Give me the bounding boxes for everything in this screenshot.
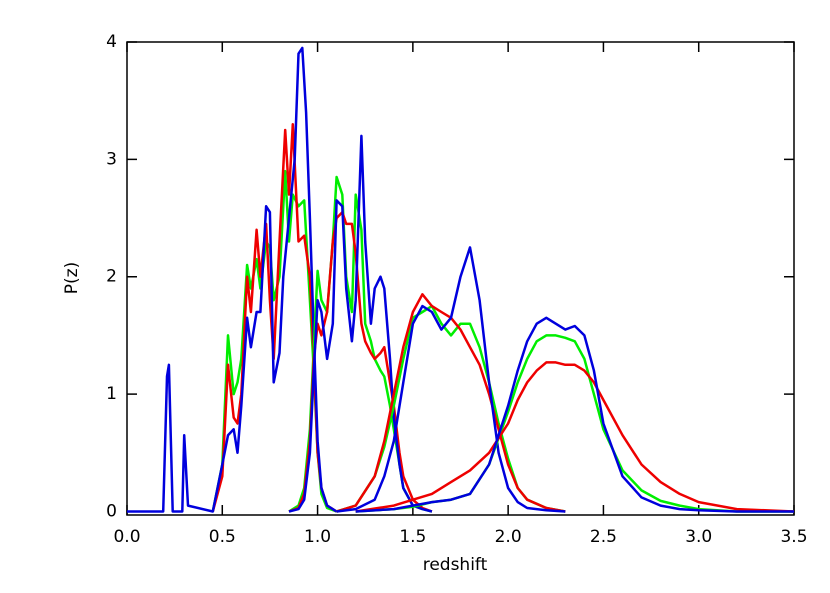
y-tick-label: 4	[106, 32, 117, 52]
y-tick-label: 2	[106, 267, 117, 287]
pz-curve	[127, 46, 338, 513]
pz-curve	[288, 134, 433, 513]
x-tick-label: 3.0	[685, 527, 712, 547]
x-tick-label: 2.0	[495, 527, 522, 547]
x-tick-label: 3.5	[780, 527, 807, 547]
pz-curve	[355, 361, 795, 513]
pz-curve	[355, 316, 794, 513]
x-tick-label: 1.5	[399, 527, 426, 547]
x-tick-label: 0.5	[209, 527, 236, 547]
pz-curve	[355, 334, 794, 513]
x-tick-label: 0.0	[113, 527, 140, 547]
y-tick-label: 0	[106, 501, 117, 521]
x-tick-label: 2.5	[590, 527, 617, 547]
y-axis-label: P(z)	[62, 262, 82, 294]
y-tick-label: 1	[106, 384, 117, 404]
y-tick-label: 3	[106, 149, 117, 169]
x-axis-label: redshift	[423, 555, 488, 575]
pz-curve	[336, 293, 566, 513]
x-tick-label: 1.0	[304, 527, 331, 547]
pz-curve	[336, 246, 566, 513]
plot-frame	[126, 41, 795, 516]
